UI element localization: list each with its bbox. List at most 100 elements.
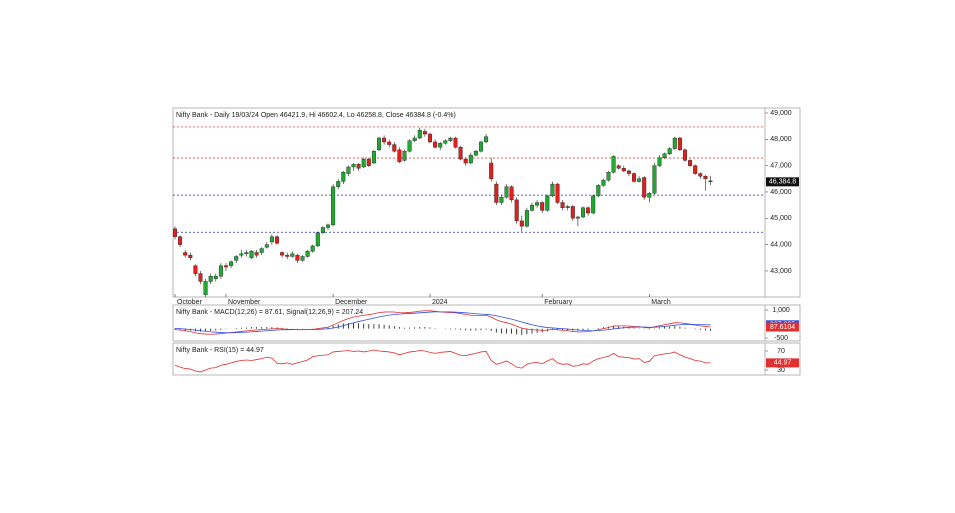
candle-body — [300, 256, 305, 261]
candle-body — [438, 143, 443, 148]
candle-body — [642, 177, 647, 198]
candle-body — [514, 199, 519, 222]
candle-body — [606, 172, 611, 181]
candle-body — [269, 236, 274, 243]
candle-body — [290, 253, 295, 257]
y-tick-label: 47,000 — [770, 162, 792, 169]
candle-body — [428, 133, 433, 143]
candle-body — [519, 220, 524, 227]
y-tick-label: 43,000 — [770, 268, 792, 275]
x-tick-label: November — [228, 299, 261, 306]
candle-body — [387, 141, 392, 145]
candle-body — [193, 265, 198, 274]
candle-body — [662, 153, 667, 158]
candle-body — [509, 186, 514, 201]
candle-body — [213, 276, 218, 280]
candle-body — [586, 207, 591, 214]
candle-body — [458, 147, 463, 160]
candle-body — [264, 244, 269, 248]
candle-body — [647, 193, 652, 198]
candle-body — [417, 129, 422, 139]
candle-body — [494, 183, 499, 203]
y-tick-label: 70 — [777, 348, 785, 355]
candle-body — [468, 154, 473, 164]
candle-body — [208, 276, 213, 282]
candle-body — [524, 210, 529, 227]
candle-body — [652, 165, 657, 194]
candle-body — [422, 131, 427, 135]
x-tick-label: October — [177, 299, 203, 306]
candle-body — [453, 137, 458, 148]
candle-body — [545, 195, 550, 211]
candle-body — [412, 137, 417, 141]
candle-body — [484, 136, 489, 143]
pane-frame — [172, 107, 801, 298]
candle-body — [336, 181, 341, 187]
x-tick-label: December — [335, 299, 368, 306]
candle-body — [596, 185, 601, 197]
y-tick-label: 44,000 — [770, 241, 792, 248]
x-tick-label: February — [544, 299, 573, 306]
candle-body — [183, 252, 188, 256]
candle-body — [254, 252, 259, 256]
candle-body — [407, 140, 412, 152]
candle-body — [244, 252, 249, 255]
candle-body — [172, 228, 177, 237]
candle-body — [305, 250, 310, 257]
candle-body — [616, 165, 621, 169]
candle-body — [341, 172, 346, 182]
candle-body — [320, 227, 325, 233]
indicator-line — [174, 349, 711, 373]
candle-body — [285, 254, 290, 257]
candle-body — [310, 245, 315, 252]
value-box — [766, 322, 799, 332]
candle-body — [637, 178, 642, 182]
last-price-box — [766, 177, 799, 187]
candle-body — [550, 183, 555, 197]
x-tick-label: 2024 — [432, 299, 448, 306]
candle-body — [499, 197, 504, 203]
candle-body — [275, 236, 280, 244]
pane-title: Nifty Bank - RSI(15) = 44.97 — [176, 347, 264, 354]
candle-body — [504, 186, 509, 198]
candle-body — [443, 140, 448, 144]
candle-body — [611, 156, 616, 173]
candle-body — [708, 180, 713, 183]
candle-body — [560, 202, 565, 208]
candle-body — [683, 149, 688, 161]
last-price-label: 46,384.8 — [769, 179, 796, 186]
candle-body — [479, 141, 484, 152]
candle-body — [591, 195, 596, 214]
candle-body — [377, 137, 382, 151]
candle-body — [693, 165, 698, 174]
candle-body — [392, 144, 397, 152]
candle-body — [198, 273, 203, 282]
candle-body — [565, 206, 570, 208]
candle-body — [555, 183, 560, 203]
candle-body — [223, 265, 228, 268]
pane-frame — [172, 304, 801, 342]
pane-title: Nifty Bank - Daily 19/03/24 Open 46421.9… — [176, 112, 456, 119]
candle-body — [366, 158, 371, 166]
candle-body — [178, 236, 183, 245]
y-tick-label: 48,000 — [770, 136, 792, 143]
candle-body — [315, 232, 320, 247]
candle-body — [489, 162, 494, 180]
y-tick-label: 49,000 — [770, 110, 792, 117]
y-tick-label: 30 — [777, 367, 785, 374]
candle-body — [218, 265, 223, 277]
candle-body — [657, 157, 662, 166]
candle-body — [239, 253, 244, 256]
candle-body — [188, 254, 193, 258]
candle-body — [626, 170, 631, 174]
candle-body — [295, 254, 300, 261]
candle-body — [397, 149, 402, 162]
y-tick-label: 46,000 — [770, 189, 792, 196]
pane-frame — [172, 342, 801, 376]
candle-body — [621, 168, 626, 172]
candle-body — [346, 166, 351, 174]
candle-body — [672, 137, 677, 149]
candle-body — [448, 137, 453, 141]
